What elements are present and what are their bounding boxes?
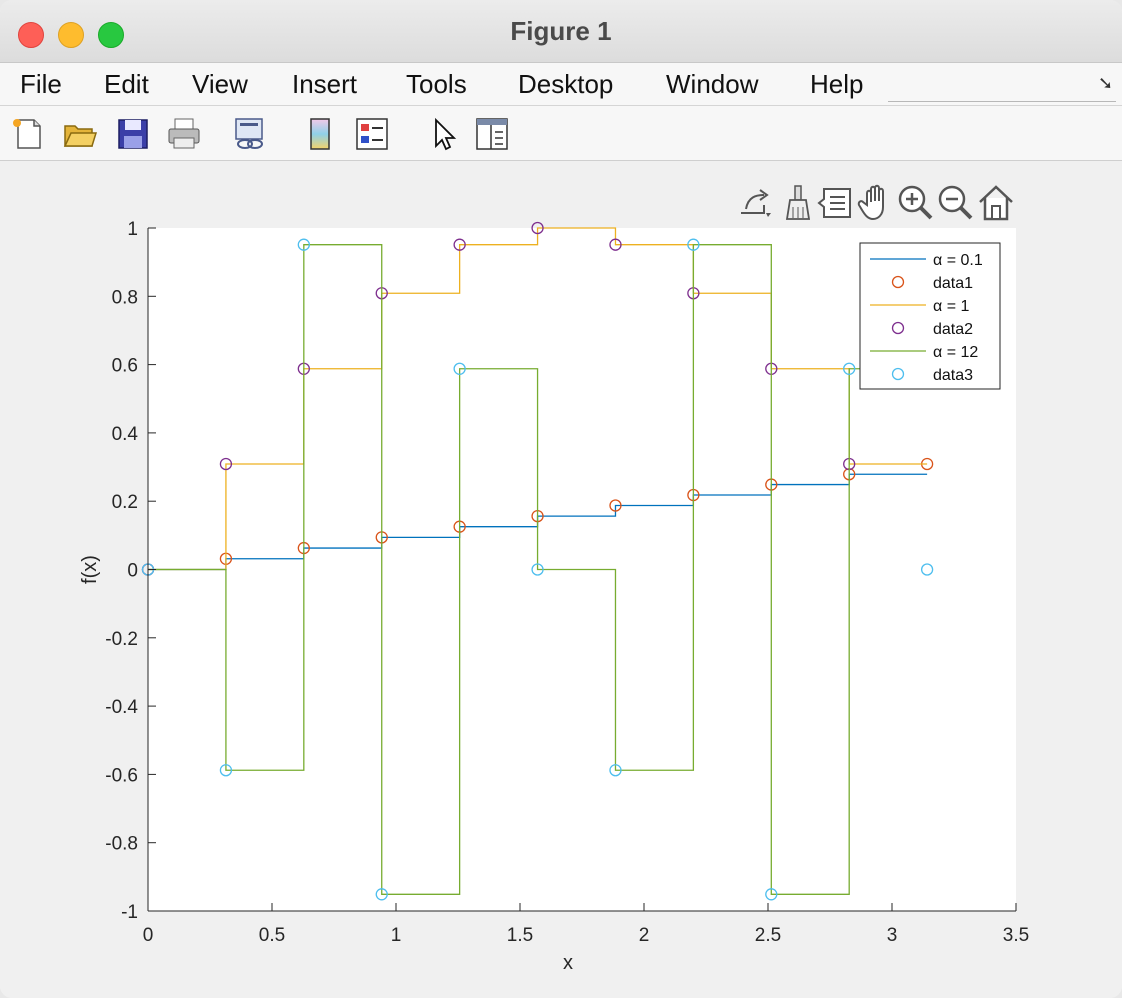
legend-label: data2 [933,321,973,338]
data-point [453,238,466,251]
series-5 [148,244,928,895]
plot-svg: 0 0.5 1 1.5 2 2.5 3 3.5 1 0.8 0.6 0.4 0.2 0 -0.2 -0.4 -0… [79,219,1029,974]
legend-label: α = 0.1 [933,252,983,269]
edit-plot-icon[interactable] [426,116,462,152]
data-point [531,221,544,235]
y-tick-label: 1 [127,219,138,240]
x-tick-label: 0.5 [259,925,285,946]
zoom-in-icon[interactable] [896,183,936,223]
property-inspector-icon[interactable] [474,116,510,152]
print-icon[interactable] [166,116,202,152]
y-tick-label: 0.2 [112,492,138,513]
menu-bar: File Edit View Insert Tools Desktop Wind… [0,63,1122,106]
x-axis-label: x [563,952,573,974]
maximize-window-button[interactable] [98,22,124,48]
y-tick-label: 0.6 [112,356,138,377]
y-tick-label: 0 [127,561,138,582]
menu-edit[interactable]: Edit [104,69,149,99]
window-title: Figure 1 [510,16,612,46]
minimize-window-button[interactable] [58,22,84,48]
data-point [219,764,233,777]
y-axis-label: f(x) [79,555,101,584]
menu-view[interactable]: View [192,69,248,99]
home-icon[interactable] [976,183,1016,223]
legend-label: data3 [933,367,973,384]
y-tick-label: -0.8 [105,834,138,855]
menu-help[interactable]: Help [810,69,864,99]
brush-icon[interactable] [778,183,818,223]
export-icon[interactable] [736,183,776,223]
y-tick-label: -0.6 [105,765,138,786]
x-tick-label: 3 [887,925,898,946]
x-tick-label: 1 [391,925,402,946]
x-tick-label: 1.5 [507,925,533,946]
data-point [609,499,622,512]
data-point [531,563,544,576]
legend-label: α = 12 [933,344,978,361]
y-tick-label: -0.2 [105,629,138,650]
menu-divider [888,101,1116,102]
y-tick-label: 0.8 [112,287,138,308]
data-point [375,888,388,901]
x-tick-label: 0 [143,925,154,946]
y-tick-label: 0.4 [112,424,139,445]
y-tick-label: -0.4 [105,697,138,718]
close-window-button[interactable] [18,22,44,48]
legend-label: α = 1 [933,298,969,315]
x-tick-label: 3.5 [1003,925,1029,946]
data-point [609,238,622,251]
data-point [920,563,934,576]
data-point [297,238,310,251]
data-tips-icon[interactable] [816,183,856,223]
menu-tools[interactable]: Tools [406,69,467,99]
title-bar[interactable]: Figure 1 [0,0,1122,63]
legend-box [859,242,1001,390]
data-point [687,238,700,251]
zoom-out-icon[interactable] [936,183,976,223]
open-file-icon[interactable] [62,116,98,152]
figure-toolbar [0,106,1122,161]
y-tick-label: -1 [121,902,138,923]
x-tick-label: 2 [639,925,650,946]
data-point [765,888,778,901]
pan-icon[interactable] [856,183,896,223]
x-tick-label: 2.5 [755,925,781,946]
insert-legend-icon[interactable] [354,116,390,152]
series-line [148,244,928,895]
legend-marker-swatch [891,275,905,289]
dock-arrow-icon[interactable]: ➘ [1098,73,1114,93]
menu-window[interactable]: Window [666,69,759,99]
new-figure-icon[interactable] [10,116,46,152]
save-icon[interactable] [116,116,152,152]
legend: α = 0.1 data1 α = 1 data2 α = 12 data3 [859,242,1001,390]
menu-file[interactable]: File [20,69,62,99]
data-point [843,362,856,375]
figure-canvas[interactable]: 0 0.5 1 1.5 2 2.5 3 3.5 1 0.8 0.6 0.4 0.2 0 -0.2 -0.4 -0… [0,161,1122,998]
link-plot-icon[interactable] [232,116,268,152]
legend-label: data1 [933,275,973,292]
menu-desktop[interactable]: Desktop [518,69,614,99]
data-point [609,764,622,777]
menu-insert[interactable]: Insert [292,69,358,99]
legend-marker-swatch [891,367,905,381]
data-point [219,457,233,471]
legend-marker-swatch [891,321,905,335]
data-point [453,362,466,375]
insert-colorbar-icon[interactable] [302,116,338,152]
